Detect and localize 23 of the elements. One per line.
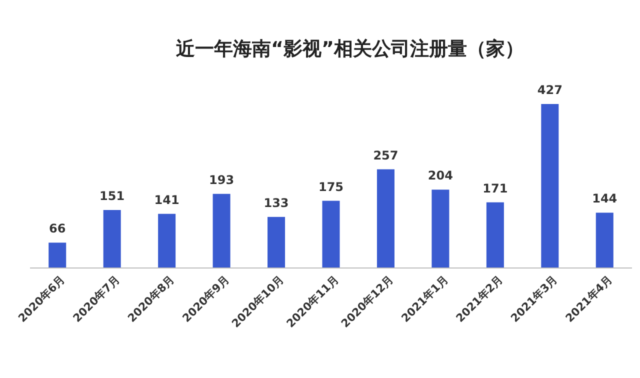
bar <box>541 104 559 268</box>
data-label: 175 <box>318 180 344 194</box>
data-label: 427 <box>537 83 562 97</box>
bar <box>212 194 230 268</box>
chart-title: 近一年海南“影视”相关公司注册量（家） <box>175 38 524 60</box>
data-label: 193 <box>209 172 234 187</box>
data-label: 141 <box>154 192 180 207</box>
data-label: 133 <box>264 196 289 210</box>
bar <box>158 214 176 268</box>
data-label: 204 <box>428 168 453 183</box>
bar <box>322 200 340 268</box>
bar <box>268 216 286 268</box>
bar <box>432 190 450 268</box>
bar <box>48 242 66 268</box>
data-label: 151 <box>100 189 125 204</box>
bar <box>596 212 614 268</box>
data-label: 66 <box>49 222 66 236</box>
bar <box>103 210 121 268</box>
data-label: 171 <box>482 181 508 196</box>
data-label: 144 <box>592 192 618 206</box>
bar <box>486 202 504 268</box>
bar <box>376 169 394 268</box>
data-label: 257 <box>373 148 398 162</box>
